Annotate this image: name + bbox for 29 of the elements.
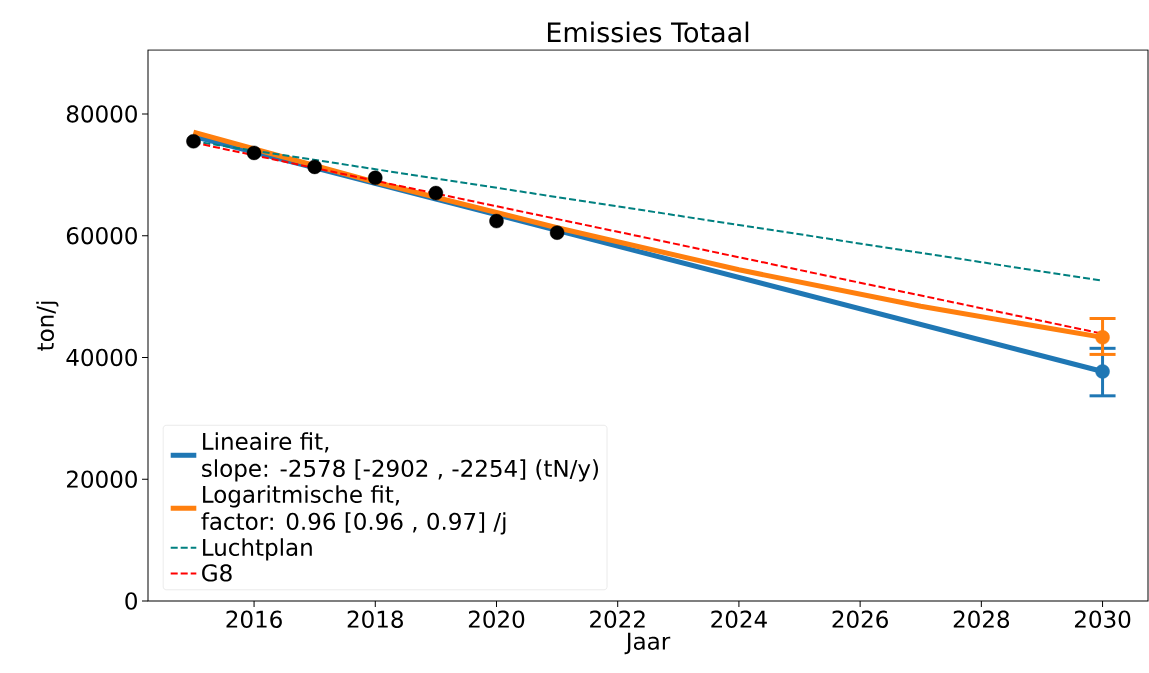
point	[489, 213, 504, 229]
point	[307, 159, 322, 175]
y-tick-label: 80000	[66, 105, 137, 123]
legend-label: Lineaire fit, slope: -2578 [-2902 , -2254] (tN/y)	[202, 432, 598, 482]
x-tick-label: 2020	[468, 610, 525, 628]
x-tick-label: 2028	[953, 610, 1010, 628]
point	[1095, 330, 1110, 345]
point	[428, 185, 444, 201]
x-tick-label: 2016	[226, 610, 282, 628]
x-tick-label: 2026	[832, 610, 888, 628]
x-tick-label: 2018	[347, 610, 403, 628]
chart-title: Emissies Totaal	[547, 21, 749, 43]
y-tick-label: 0	[125, 592, 137, 610]
y-tick-label: 20000	[66, 470, 137, 488]
y-tick-label: 40000	[66, 348, 137, 367]
x-tick-label: 2022	[590, 610, 645, 628]
legend-label: G8	[202, 564, 232, 582]
x-tick-label: 2024	[711, 610, 767, 628]
point	[549, 225, 565, 240]
legend-label: Luchtplan	[203, 538, 312, 561]
point	[1095, 364, 1110, 379]
point	[246, 145, 262, 161]
x-axis-title: Jaar	[624, 632, 671, 655]
legend-label: Logaritmische fit, factor: 0.96 [0.96 , 0.97] /j	[201, 485, 506, 535]
y-axis-title: ton/j	[36, 301, 59, 351]
x-tick-label: 2030	[1074, 610, 1131, 628]
point	[368, 170, 383, 186]
point	[186, 134, 201, 149]
y-tick-label: 60000	[66, 226, 137, 245]
